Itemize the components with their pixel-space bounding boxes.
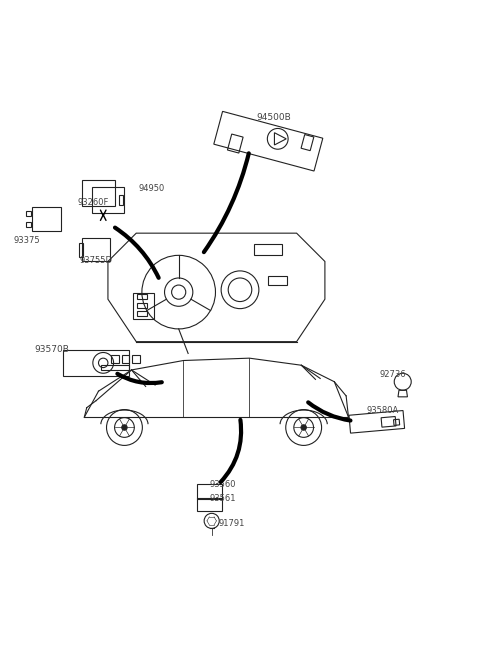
Circle shape: [301, 425, 306, 430]
Text: 91791: 91791: [219, 519, 245, 528]
Text: 93260F: 93260F: [77, 198, 108, 207]
Text: 94950: 94950: [139, 184, 165, 193]
Text: 93561: 93561: [210, 494, 236, 503]
Text: 93580A: 93580A: [366, 405, 399, 415]
Circle shape: [122, 425, 127, 430]
Text: 93375: 93375: [13, 236, 40, 245]
Text: 93755D: 93755D: [80, 255, 113, 265]
Text: 92736: 92736: [379, 370, 406, 379]
Circle shape: [286, 409, 322, 445]
Text: 94500B: 94500B: [256, 113, 291, 122]
Text: 93560: 93560: [210, 479, 236, 489]
Circle shape: [107, 409, 143, 445]
Text: 93570B: 93570B: [35, 345, 70, 354]
